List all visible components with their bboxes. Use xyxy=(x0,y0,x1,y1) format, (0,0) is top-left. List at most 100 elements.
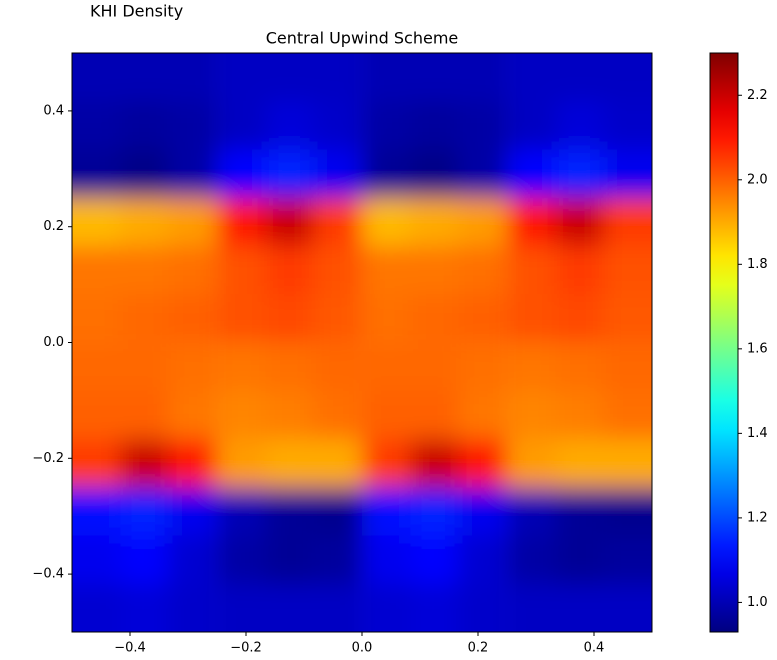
heatmap-cell xyxy=(168,197,218,247)
heatmap-cell xyxy=(507,53,557,102)
heatmap-cell xyxy=(217,53,267,102)
heatmap-cell xyxy=(120,53,170,102)
heatmap-cell xyxy=(168,53,218,102)
colorbar-tick-label: 1.0 xyxy=(747,595,768,610)
heatmap-cell xyxy=(410,246,460,295)
x-tick-label: 0.0 xyxy=(352,641,373,656)
chart-title: Central Upwind Scheme xyxy=(266,29,459,48)
heatmap-cell xyxy=(72,487,122,537)
heatmap-cell xyxy=(72,294,122,343)
heatmap-cell xyxy=(72,583,122,632)
heatmap-cell xyxy=(120,390,170,440)
heatmap-cell xyxy=(313,101,363,150)
heatmap-cell xyxy=(555,149,605,199)
heatmap-cell xyxy=(313,149,363,199)
heatmap-cell xyxy=(410,438,460,488)
heatmap-cell xyxy=(555,246,605,295)
heatmap-cell xyxy=(410,53,460,102)
colorbar-tick-label: 2.2 xyxy=(747,88,768,103)
heatmap-cell xyxy=(362,390,412,440)
heatmap-field xyxy=(72,53,652,632)
heatmap-cell xyxy=(217,390,267,440)
heatmap-cell xyxy=(458,535,508,585)
colorbar xyxy=(709,52,739,633)
heatmap-cell xyxy=(410,535,460,585)
heatmap-cell xyxy=(120,342,170,392)
heatmap-cell xyxy=(555,487,605,537)
heatmap-cell xyxy=(265,53,315,102)
heatmap-cell xyxy=(362,583,412,632)
heatmap-cell xyxy=(603,149,652,199)
heatmap-cell xyxy=(410,149,460,199)
heatmap-cell xyxy=(72,342,122,392)
heatmap-cell xyxy=(72,149,122,199)
heatmap-cell xyxy=(507,342,557,392)
heatmap-cell xyxy=(362,246,412,295)
heatmap-cell xyxy=(410,583,460,632)
heatmap-cell xyxy=(168,294,218,343)
heatmap-cell xyxy=(313,342,363,392)
heatmap-cell xyxy=(458,101,508,150)
heatmap-cell xyxy=(313,487,363,537)
heatmap-cell xyxy=(410,342,460,392)
heatmap-cell xyxy=(313,197,363,247)
heatmap-cell xyxy=(168,149,218,199)
y-tick-label: 0.0 xyxy=(43,335,64,350)
heatmap-cell xyxy=(603,342,652,392)
heatmap-cell xyxy=(603,53,652,102)
heatmap-cell xyxy=(265,197,315,247)
heatmap-cell xyxy=(555,535,605,585)
heatmap-cell xyxy=(507,535,557,585)
colorbar-tick-label: 1.6 xyxy=(747,341,768,356)
heatmap-cell xyxy=(72,390,122,440)
heatmap-cell xyxy=(265,390,315,440)
heatmap-cell xyxy=(362,197,412,247)
heatmap-cell xyxy=(265,342,315,392)
heatmap-cell xyxy=(458,294,508,343)
heatmap-cell xyxy=(265,535,315,585)
heatmap-cell xyxy=(458,583,508,632)
heatmap-cell xyxy=(410,390,460,440)
heatmap-cell xyxy=(555,342,605,392)
heatmap-cell xyxy=(120,438,170,488)
heatmap-cell xyxy=(362,101,412,150)
heatmap-cell xyxy=(555,438,605,488)
heatmap-cell xyxy=(555,294,605,343)
heatmap-cell xyxy=(410,197,460,247)
heatmap-cell xyxy=(120,583,170,632)
heatmap-cell xyxy=(313,390,363,440)
heatmap-cell xyxy=(313,53,363,102)
heatmap-cell xyxy=(265,246,315,295)
heatmap-cell xyxy=(168,342,218,392)
heatmap-cell xyxy=(458,438,508,488)
colorbar-tick-label: 1.8 xyxy=(747,257,768,272)
heatmap-cell xyxy=(458,487,508,537)
heatmap-cell xyxy=(217,197,267,247)
heatmap-cell xyxy=(72,535,122,585)
x-tick-label: 0.4 xyxy=(584,641,605,656)
colorbar-tick-label: 1.4 xyxy=(747,426,768,441)
heatmap-cell xyxy=(458,342,508,392)
heatmap-cell xyxy=(507,583,557,632)
heatmap-cell xyxy=(217,535,267,585)
y-tick-label: 0.2 xyxy=(43,219,64,234)
x-tick-label: 0.2 xyxy=(468,641,489,656)
heatmap-cell xyxy=(313,294,363,343)
heatmap-cell xyxy=(555,53,605,102)
heatmap-cell xyxy=(72,246,122,295)
heatmap-cell xyxy=(265,149,315,199)
heatmap-cell xyxy=(603,583,652,632)
heatmap-cell xyxy=(217,487,267,537)
heatmap-cell xyxy=(458,197,508,247)
heatmap-cell xyxy=(120,535,170,585)
heatmap-cell xyxy=(458,149,508,199)
heatmap-cell xyxy=(555,101,605,150)
heatmap-cell xyxy=(168,101,218,150)
colorbar-tick-label: 1.2 xyxy=(747,510,768,525)
heatmap-cell xyxy=(507,246,557,295)
heatmap-cell xyxy=(507,197,557,247)
heatmap-cell xyxy=(362,438,412,488)
heatmap-cell xyxy=(72,438,122,488)
